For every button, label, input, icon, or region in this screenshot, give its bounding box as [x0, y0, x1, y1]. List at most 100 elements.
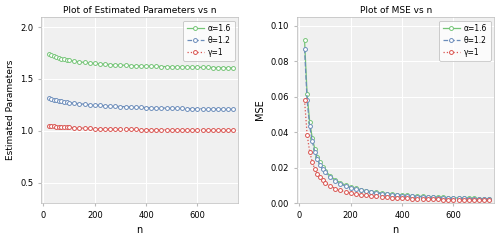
γ=1 — [164, 128, 170, 131]
α=1.6 — [158, 65, 164, 68]
γ=1 — [158, 128, 164, 131]
α=1.6 — [179, 66, 185, 68]
γ=1 — [486, 199, 492, 202]
Line: θ=1.2: θ=1.2 — [302, 47, 492, 201]
θ=1.2 — [368, 191, 374, 194]
Line: γ=1: γ=1 — [46, 124, 236, 132]
θ=1.2 — [220, 108, 226, 111]
Line: γ=1: γ=1 — [302, 98, 492, 202]
α=1.6 — [215, 66, 221, 69]
γ=1 — [200, 129, 205, 132]
θ=1.2 — [200, 107, 205, 110]
γ=1 — [225, 129, 231, 132]
θ=1.2 — [420, 195, 426, 198]
θ=1.2 — [317, 163, 323, 166]
γ=1 — [309, 161, 315, 163]
α=1.6 — [97, 62, 103, 65]
α=1.6 — [384, 192, 390, 195]
α=1.6 — [169, 65, 175, 68]
γ=1 — [128, 128, 134, 131]
α=1.6 — [476, 197, 482, 200]
θ=1.2 — [486, 198, 492, 201]
θ=1.2 — [414, 195, 420, 198]
α=1.6 — [309, 136, 315, 139]
α=1.6 — [414, 195, 420, 198]
γ=1 — [302, 99, 308, 102]
α=1.6 — [358, 188, 364, 191]
α=1.6 — [112, 63, 118, 66]
α=1.6 — [353, 187, 359, 190]
α=1.6 — [56, 56, 62, 59]
γ=1 — [97, 127, 103, 130]
γ=1 — [306, 150, 312, 153]
α=1.6 — [378, 192, 384, 194]
γ=1 — [46, 124, 52, 127]
θ=1.2 — [174, 107, 180, 110]
θ=1.2 — [86, 103, 92, 106]
θ=1.2 — [342, 185, 348, 187]
θ=1.2 — [128, 106, 134, 108]
γ=1 — [374, 195, 380, 198]
θ=1.2 — [107, 105, 113, 107]
α=1.6 — [314, 155, 320, 158]
Line: θ=1.2: θ=1.2 — [46, 96, 236, 111]
θ=1.2 — [450, 197, 456, 200]
α=1.6 — [86, 61, 92, 64]
θ=1.2 — [471, 197, 477, 200]
γ=1 — [471, 199, 477, 202]
θ=1.2 — [138, 106, 144, 109]
γ=1 — [194, 129, 200, 132]
γ=1 — [348, 192, 354, 194]
θ=1.2 — [210, 107, 216, 110]
α=1.6 — [404, 194, 410, 197]
θ=1.2 — [358, 189, 364, 192]
α=1.6 — [466, 197, 472, 200]
θ=1.2 — [374, 192, 380, 194]
γ=1 — [440, 198, 446, 201]
α=1.6 — [92, 62, 98, 65]
θ=1.2 — [56, 99, 62, 102]
α=1.6 — [317, 161, 323, 164]
α=1.6 — [50, 55, 56, 58]
γ=1 — [378, 195, 384, 198]
α=1.6 — [306, 120, 312, 123]
α=1.6 — [399, 194, 405, 196]
α=1.6 — [342, 184, 348, 187]
α=1.6 — [54, 56, 60, 59]
θ=1.2 — [353, 188, 359, 191]
θ=1.2 — [122, 105, 128, 108]
θ=1.2 — [190, 107, 196, 110]
γ=1 — [138, 128, 144, 131]
γ=1 — [476, 199, 482, 202]
α=1.6 — [225, 66, 231, 69]
γ=1 — [424, 198, 430, 201]
Legend: α=1.6, θ=1.2, γ=1: α=1.6, θ=1.2, γ=1 — [439, 20, 490, 60]
θ=1.2 — [338, 182, 344, 185]
γ=1 — [481, 199, 487, 202]
θ=1.2 — [97, 104, 103, 107]
α=1.6 — [456, 196, 462, 199]
α=1.6 — [200, 66, 205, 69]
γ=1 — [399, 197, 405, 200]
α=1.6 — [102, 63, 108, 66]
γ=1 — [466, 199, 472, 201]
γ=1 — [342, 190, 348, 193]
γ=1 — [54, 125, 60, 128]
γ=1 — [404, 197, 410, 200]
α=1.6 — [61, 58, 67, 61]
θ=1.2 — [133, 106, 139, 109]
θ=1.2 — [320, 167, 326, 170]
θ=1.2 — [399, 194, 405, 197]
γ=1 — [184, 129, 190, 132]
α=1.6 — [481, 197, 487, 200]
θ=1.2 — [102, 104, 108, 107]
γ=1 — [118, 128, 124, 131]
θ=1.2 — [440, 196, 446, 199]
γ=1 — [414, 197, 420, 200]
θ=1.2 — [194, 107, 200, 110]
θ=1.2 — [82, 103, 87, 106]
θ=1.2 — [215, 107, 221, 110]
α=1.6 — [394, 193, 400, 196]
γ=1 — [122, 128, 128, 131]
α=1.6 — [220, 66, 226, 69]
